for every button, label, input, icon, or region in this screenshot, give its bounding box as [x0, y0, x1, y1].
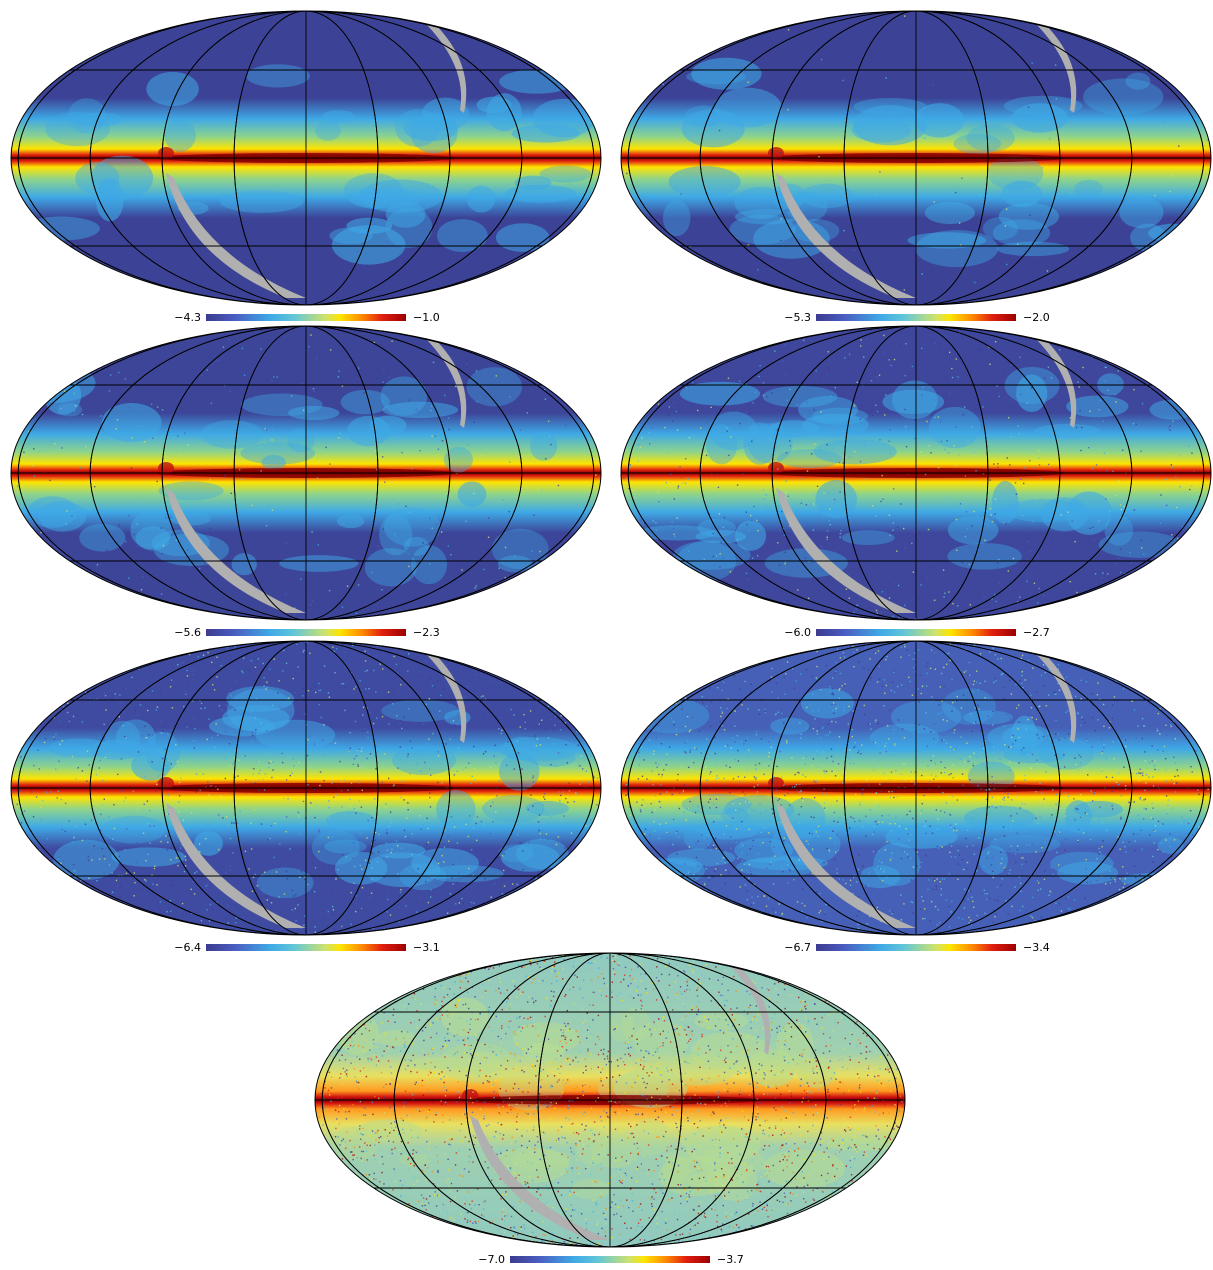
scale-max-label: −2.7 [1023, 626, 1050, 639]
sky-map-panel-5: −6.4 −3.1 [6, 638, 606, 956]
color-scale: −6.0 −2.7 [616, 626, 1213, 640]
color-scale: −5.3 −2.0 [616, 311, 1213, 325]
scale-max-label: −3.1 [413, 941, 440, 954]
scale-min-label: −6.7 [784, 941, 811, 954]
scale-min-label: −4.3 [174, 311, 201, 324]
mollweide-sky-map [620, 325, 1212, 621]
sky-map-panel-6: −6.7 −3.4 [616, 638, 1213, 956]
color-scale-bar [816, 629, 1016, 636]
scale-min-label: −6.4 [174, 941, 201, 954]
scale-min-label: −5.6 [174, 626, 201, 639]
scale-max-label: −3.7 [717, 1253, 744, 1266]
color-scale-bar [510, 1256, 710, 1263]
mollweide-sky-map [314, 952, 906, 1248]
sky-map-panel-2: −5.3 −2.0 [616, 8, 1213, 326]
sky-map-panel-7: −7.0 −3.7 [310, 950, 910, 1268]
scale-max-label: −3.4 [1023, 941, 1050, 954]
mollweide-sky-map [10, 10, 602, 306]
scale-min-label: −7.0 [478, 1253, 505, 1266]
sky-map-panel-3: −5.6 −2.3 [6, 323, 606, 641]
color-scale-bar [816, 314, 1016, 321]
sky-map-panel-4: −6.0 −2.7 [616, 323, 1213, 641]
scale-min-label: −6.0 [784, 626, 811, 639]
color-scale-bar [206, 944, 406, 951]
mollweide-sky-map [620, 640, 1212, 936]
scale-max-label: −2.3 [413, 626, 440, 639]
color-scale: −7.0 −3.7 [310, 1253, 910, 1267]
scale-max-label: −2.0 [1023, 311, 1050, 324]
color-scale: −6.7 −3.4 [616, 941, 1213, 955]
color-scale: −5.6 −2.3 [6, 626, 606, 640]
color-scale-bar [206, 629, 406, 636]
sky-map-panel-1: −4.3 −1.0 [6, 8, 606, 326]
mollweide-sky-map [620, 10, 1212, 306]
color-scale-bar [816, 944, 1016, 951]
scale-min-label: −5.3 [784, 311, 811, 324]
mollweide-sky-map [10, 640, 602, 936]
color-scale-bar [206, 314, 406, 321]
color-scale: −6.4 −3.1 [6, 941, 606, 955]
scale-max-label: −1.0 [413, 311, 440, 324]
mollweide-sky-map [10, 325, 602, 621]
color-scale: −4.3 −1.0 [6, 311, 606, 325]
